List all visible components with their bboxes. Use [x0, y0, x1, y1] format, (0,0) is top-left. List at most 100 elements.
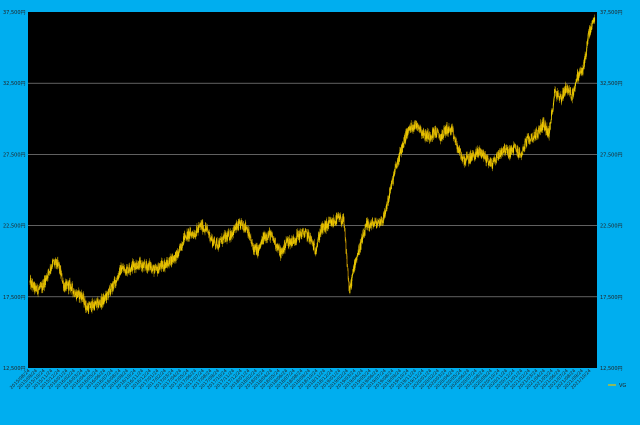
candle-body: [363, 231, 364, 237]
candle-body: [103, 297, 105, 303]
candle-body: [194, 233, 195, 237]
candle-body: [214, 243, 216, 247]
candle-body: [429, 133, 430, 141]
candle-body: [349, 288, 350, 293]
candle-body: [464, 156, 465, 165]
candle-body: [562, 97, 563, 99]
candle-body: [574, 86, 575, 88]
candle-body: [352, 269, 354, 274]
candle-body: [428, 131, 430, 137]
candle-body: [246, 227, 248, 229]
candle-body: [300, 232, 302, 238]
candle-body: [92, 300, 93, 307]
candle-body: [382, 220, 384, 224]
candle-body: [36, 284, 38, 291]
candle-body: [390, 185, 392, 189]
candle-body: [225, 232, 226, 235]
candle-body: [456, 138, 457, 146]
candle-body: [387, 204, 388, 205]
candle-body: [259, 246, 261, 248]
candle-body: [453, 137, 455, 138]
candle-body: [490, 160, 491, 167]
candle-body: [582, 68, 583, 75]
candle-body: [555, 91, 557, 96]
candle-body: [297, 231, 299, 235]
candle-body: [446, 124, 448, 133]
candle-body: [426, 134, 428, 139]
candle-body: [66, 281, 68, 283]
candle-body: [179, 246, 180, 253]
candle-body: [538, 128, 539, 131]
candle-body: [497, 152, 498, 158]
candle-body: [400, 147, 402, 149]
candle-body: [85, 301, 87, 310]
candle-body: [111, 284, 112, 287]
candle-body: [183, 233, 185, 238]
candle-body: [95, 303, 96, 305]
candle-body: [121, 267, 123, 271]
candle-body: [449, 129, 451, 131]
candle-body: [378, 219, 379, 222]
candle-body: [493, 160, 494, 162]
candle-body: [235, 226, 237, 228]
candle-body: [232, 230, 234, 235]
candle-body: [216, 238, 217, 245]
candle-body: [249, 237, 250, 238]
candle-body: [370, 223, 371, 224]
candle-body: [205, 228, 207, 230]
candle-body: [231, 233, 233, 237]
candle-body: [411, 128, 413, 130]
legend: VG: [608, 383, 626, 389]
candle-body: [107, 295, 109, 299]
candle-body: [218, 241, 220, 248]
candle-body: [512, 148, 514, 153]
candle-body: [256, 246, 258, 254]
candle-body: [414, 121, 416, 123]
candle-body: [106, 291, 108, 301]
candle-body: [521, 153, 523, 155]
candle-body: [328, 220, 330, 223]
candle-body: [347, 269, 349, 279]
candle-body: [524, 146, 525, 150]
candle-body: [128, 264, 130, 272]
candle-body: [156, 266, 157, 269]
candle-body: [212, 239, 214, 243]
candle-body: [97, 299, 99, 308]
candle-body: [231, 234, 232, 237]
candle-body: [332, 220, 333, 224]
candle-body: [467, 154, 469, 158]
candle-body: [126, 267, 128, 268]
candle-body: [67, 282, 69, 289]
candle-body: [163, 266, 165, 270]
candle-body: [479, 147, 481, 155]
candle-body: [207, 227, 208, 232]
candle-body: [99, 303, 101, 306]
candle-body: [242, 224, 244, 228]
candle-body: [392, 179, 393, 181]
candle-body: [263, 233, 265, 241]
candle-body: [535, 129, 537, 132]
candle-body: [48, 269, 49, 272]
candle-body: [61, 273, 62, 275]
candle-body: [473, 154, 475, 156]
candle-body: [549, 126, 551, 130]
candle-body: [323, 224, 324, 227]
candle-body: [442, 130, 443, 132]
candle-body: [201, 222, 202, 228]
candle-body: [564, 88, 566, 96]
candle-body: [235, 223, 237, 227]
candle-body: [234, 229, 236, 231]
candle-body: [213, 237, 215, 242]
candle-body: [213, 242, 214, 245]
candle-body: [505, 148, 507, 150]
candle-body: [363, 233, 365, 235]
candle-body: [365, 224, 366, 228]
candle-body: [451, 126, 453, 130]
candle-body: [225, 235, 227, 240]
candle-body: [239, 223, 241, 229]
candle-body: [372, 219, 374, 223]
candle-body: [434, 128, 435, 132]
candle-body: [388, 196, 390, 200]
candle-body: [351, 278, 353, 287]
candle-body: [399, 150, 401, 154]
